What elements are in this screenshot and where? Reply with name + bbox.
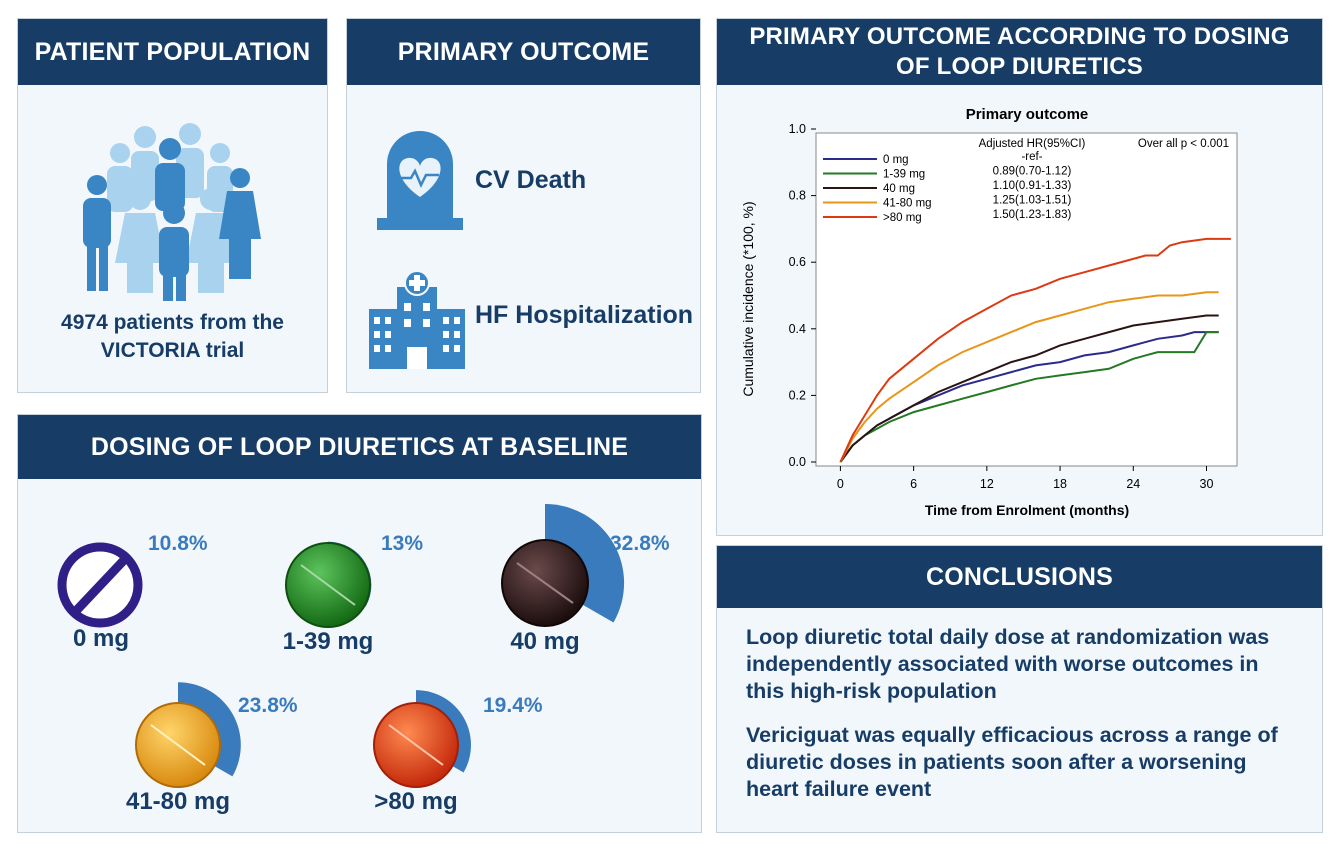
patient-population-title: PATIENT POPULATION <box>18 19 327 85</box>
dosing-panel: DOSING OF LOOP DIURETICS AT BASELINE <box>17 414 702 833</box>
series-line-4 <box>839 237 1231 463</box>
percent-1-39mg: 13% <box>381 532 424 555</box>
conclusion-2: Vericiguat was equally efficacious acros… <box>746 723 1278 801</box>
pill-brown <box>501 539 589 627</box>
outcome-cv-death: CV Death <box>475 166 587 194</box>
legend: 0 mg -ref- 1-39 mg 0.89(0.70-1.12) 40 mg 1.10… <box>823 151 1071 224</box>
x-tick-label: 18 <box>1053 477 1067 491</box>
y-tick-label: 0.0 <box>789 455 806 469</box>
conclusions-panel: CONCLUSIONS Loop diuretic total daily do… <box>716 545 1323 833</box>
x-tick-label: 12 <box>980 477 994 491</box>
percent-over80mg: 19.4% <box>483 694 543 717</box>
pill-yellow <box>135 702 221 788</box>
primary-outcome-title: PRIMARY OUTCOME <box>347 19 700 85</box>
legend-hr-1: 0.89(0.70-1.12) <box>993 166 1072 178</box>
x-tick-label: 6 <box>910 477 917 491</box>
legend-hr-0: -ref- <box>1021 151 1042 163</box>
x-tick-label: 30 <box>1200 477 1214 491</box>
percent-40mg: 32.8% <box>610 532 670 555</box>
legend-label-4: >80 mg <box>883 212 922 224</box>
km-chart: Primary outcome 0.0 0.2 0.4 0.6 0.8 1.0 0 6 12 1… <box>740 106 1238 518</box>
no-dose-symbol <box>57 542 143 628</box>
dose-label-40mg: 40 mg <box>510 628 580 655</box>
p-value: Over all p < 0.001 <box>1138 138 1229 150</box>
y-tick-label: 1.0 <box>789 122 806 136</box>
dose-label-1-39mg: 1-39 mg <box>282 628 374 655</box>
dosing-graphics <box>57 503 625 788</box>
legend-hr-2: 1.10(0.91-1.33) <box>993 180 1072 192</box>
chart-title: Primary outcome <box>966 106 1089 123</box>
legend-label-2: 40 mg <box>883 183 915 195</box>
patient-population-caption: 4974 patients from the VICTORIA trial <box>61 311 284 362</box>
legend-label-3: 41-80 mg <box>883 198 932 210</box>
dosing-title: DOSING OF LOOP DIURETICS AT BASELINE <box>18 415 701 479</box>
hr-header: Adjusted HR(95%CI) <box>979 138 1086 150</box>
y-tick-label: 0.8 <box>789 189 806 203</box>
plot-frame <box>815 132 1238 467</box>
dose-label-over80mg: >80 mg <box>374 788 458 815</box>
km-panel-title: PRIMARY OUTCOME ACCORDING TO DOSING OF L… <box>717 19 1322 85</box>
conclusions-title: CONCLUSIONS <box>717 546 1322 608</box>
km-chart-panel: PRIMARY OUTCOME ACCORDING TO DOSING OF L… <box>716 18 1323 536</box>
dose-label-0mg: 0 mg <box>72 625 129 652</box>
series-line-1 <box>839 331 1219 463</box>
y-axis: 0.0 0.2 0.4 0.6 0.8 1.0 <box>789 122 816 469</box>
primary-outcome-panel: PRIMARY OUTCOME CV Death HF Hospitalizat… <box>346 18 701 393</box>
legend-hr-3: 1.25(1.03-1.51) <box>993 195 1072 207</box>
percent-0mg: 10.8% <box>148 532 208 555</box>
pill-red <box>373 702 459 788</box>
y-axis-label: Cumulative incidence (*100, %) <box>740 201 756 396</box>
legend-hr-4: 1.50(1.23-1.83) <box>993 209 1072 221</box>
x-axis: 0 6 12 18 24 30 <box>837 466 1214 491</box>
series-line-3 <box>839 291 1219 463</box>
conclusion-1: Loop diuretic total daily dose at random… <box>746 625 1270 703</box>
series-line-2 <box>839 314 1219 463</box>
x-tick-label: 0 <box>837 477 844 491</box>
legend-label-0: 0 mg <box>883 154 909 166</box>
legend-label-1: 1-39 mg <box>883 169 925 181</box>
pill-green <box>285 542 371 628</box>
series-lines <box>839 237 1231 463</box>
conclusions-text: Loop diuretic total daily dose at random… <box>746 624 1302 820</box>
percent-41-80mg: 23.8% <box>238 694 298 717</box>
dose-label-41-80mg: 41-80 mg <box>125 788 231 815</box>
y-tick-label: 0.2 <box>789 388 806 402</box>
y-tick-label: 0.6 <box>789 255 806 269</box>
y-tick-label: 0.4 <box>789 322 806 336</box>
hospital-icon <box>369 270 465 369</box>
outcome-hf-hospitalization: HF Hospitalization <box>475 301 694 329</box>
x-tick-label: 24 <box>1126 477 1140 491</box>
patient-population-panel: PATIENT POPULATION 4974 patients from th… <box>17 18 328 393</box>
tombstone-heart-icon <box>377 131 463 230</box>
people-group-icon <box>83 123 261 301</box>
x-axis-label: Time from Enrolment (months) <box>925 502 1129 518</box>
